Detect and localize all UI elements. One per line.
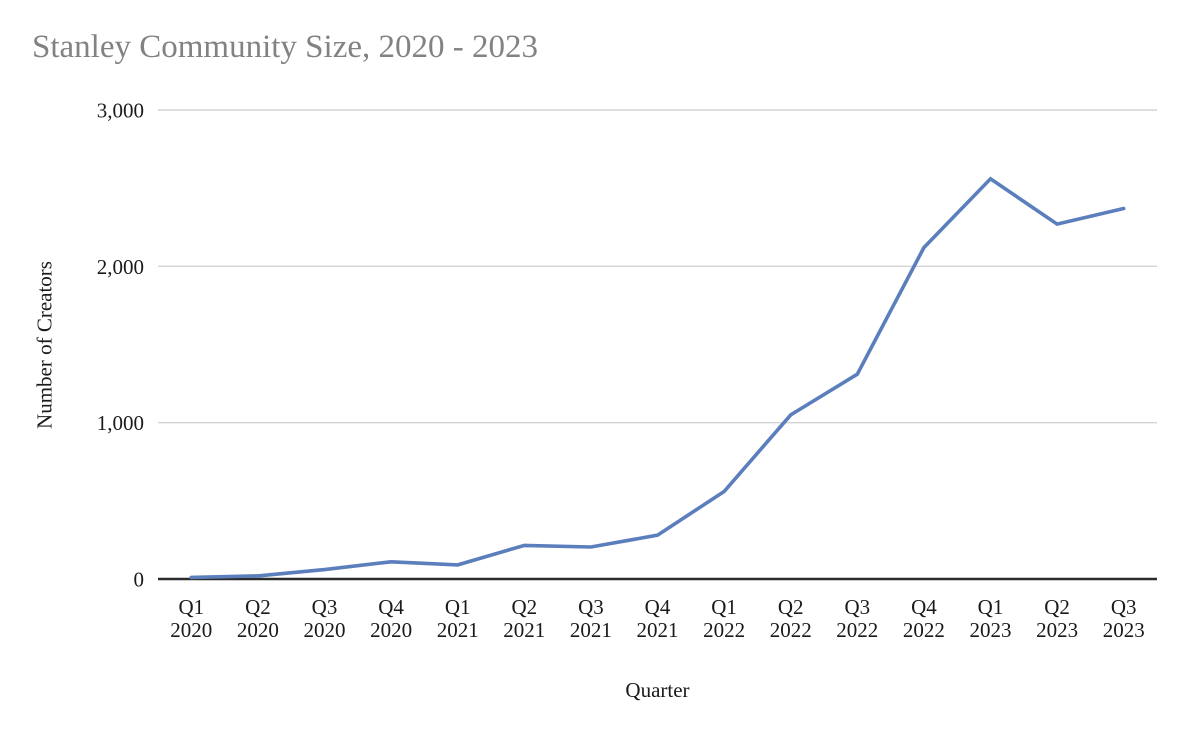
y-tick-label: 0	[134, 568, 145, 592]
y-tick-label: 2,000	[97, 255, 144, 279]
x-tick-label-year: 2022	[903, 618, 945, 642]
x-tick-label-quarter: Q1	[445, 595, 471, 619]
x-tick-label-quarter: Q3	[844, 595, 870, 619]
x-tick-label-quarter: Q2	[778, 595, 804, 619]
x-tick-label-year: 2021	[503, 618, 545, 642]
x-tick-label-year: 2022	[836, 618, 878, 642]
x-tick-label-quarter: Q4	[378, 595, 404, 619]
y-tick-label: 3,000	[97, 99, 144, 123]
x-tick-label-quarter: Q3	[312, 595, 338, 619]
x-axis-title: Quarter	[625, 678, 690, 702]
x-tick-label-year: 2022	[703, 618, 745, 642]
x-tick-label-year: 2021	[637, 618, 679, 642]
x-tick-label-quarter: Q2	[245, 595, 271, 619]
x-tick-label-year: 2021	[570, 618, 612, 642]
x-tick-label-year: 2020	[370, 618, 412, 642]
x-tick-label-quarter: Q3	[1111, 595, 1137, 619]
x-tick-label-quarter: Q3	[578, 595, 604, 619]
series-line	[189, 176, 1126, 580]
y-tick-label: 1,000	[97, 411, 144, 435]
x-tick-label-quarter: Q4	[645, 595, 671, 619]
x-tick-label-year: 2020	[237, 618, 279, 642]
x-tick-label-year: 2023	[1036, 618, 1078, 642]
x-tick-label-year: 2023	[1103, 618, 1145, 642]
x-tick-label-quarter: Q2	[1044, 595, 1070, 619]
x-tick-label-year: 2023	[970, 618, 1012, 642]
x-tick-label-quarter: Q1	[178, 595, 204, 619]
x-tick-label-year: 2020	[304, 618, 346, 642]
x-tick-label-year: 2021	[437, 618, 479, 642]
chart-title: Stanley Community Size, 2020 - 2023	[32, 29, 538, 65]
x-tick-label-quarter: Q1	[711, 595, 737, 619]
x-tick-label-quarter: Q2	[511, 595, 537, 619]
x-tick-label-quarter: Q4	[911, 595, 937, 619]
x-tick-label-quarter: Q1	[978, 595, 1004, 619]
x-tick-label-year: 2020	[170, 618, 212, 642]
x-tick-label-year: 2022	[770, 618, 812, 642]
